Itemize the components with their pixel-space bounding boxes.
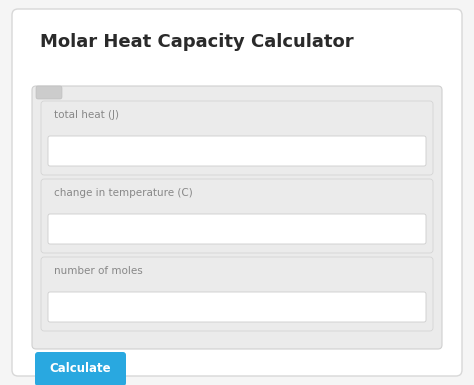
FancyBboxPatch shape	[32, 86, 442, 349]
FancyBboxPatch shape	[48, 214, 426, 244]
Text: total heat (J): total heat (J)	[54, 110, 119, 120]
Text: Molar Heat Capacity Calculator: Molar Heat Capacity Calculator	[40, 33, 354, 51]
Text: number of moles: number of moles	[54, 266, 143, 276]
Text: change in temperature (C): change in temperature (C)	[54, 188, 193, 198]
FancyBboxPatch shape	[12, 9, 462, 376]
FancyBboxPatch shape	[35, 352, 126, 385]
FancyBboxPatch shape	[41, 257, 433, 331]
FancyBboxPatch shape	[41, 101, 433, 175]
FancyBboxPatch shape	[41, 179, 433, 253]
FancyBboxPatch shape	[48, 136, 426, 166]
FancyBboxPatch shape	[36, 86, 62, 99]
Text: Calculate: Calculate	[50, 363, 111, 375]
FancyBboxPatch shape	[48, 292, 426, 322]
